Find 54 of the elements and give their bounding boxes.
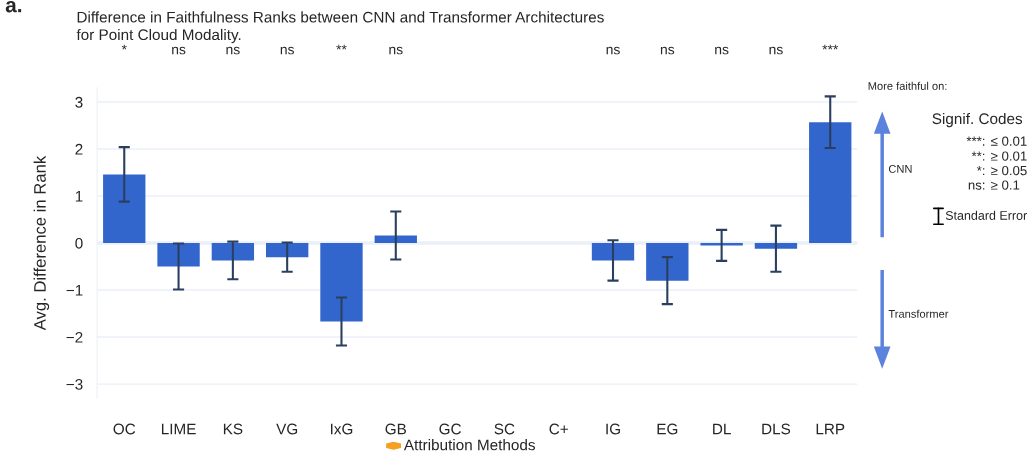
text: a. (5, 0, 22, 13)
y-tick-label: 3 (75, 96, 83, 108)
x-tick-label: EG (657, 423, 678, 435)
x-tick-label: C+ (549, 423, 568, 435)
x-tick-label: LRP (816, 423, 845, 435)
y-tick-label: 2 (75, 143, 83, 155)
x-tick-label: VG (276, 423, 298, 435)
text: * (121, 44, 127, 50)
text: ns (172, 46, 186, 55)
bar (754, 243, 798, 249)
bar (809, 122, 852, 244)
y-tick-label: 0 (75, 237, 83, 249)
chart-title: Difference in Faithfulness Ranks between CNN and Transformer Architectures for Point Cloud Modality. (76, 11, 604, 44)
text: Signif. Codes (932, 112, 1023, 128)
text: ns: ≥ 0.1 (968, 180, 1020, 190)
text: ***: ≤ 0.01 (966, 136, 1027, 146)
x-tick-label: SC (494, 423, 515, 435)
y-axis-title: Avg. Difference in Rank (33, 155, 50, 331)
text: CNN (888, 164, 912, 173)
text: More faithful on: (868, 81, 947, 90)
bar (646, 243, 689, 281)
bar (211, 243, 255, 261)
text: ns (226, 46, 240, 55)
x-tick-label: OC (113, 423, 136, 435)
text: *** (822, 44, 839, 50)
x-tick-label: IxG (331, 423, 353, 435)
text: ns (389, 46, 403, 55)
text: ns (769, 46, 783, 55)
bar (103, 174, 146, 244)
x-tick-label: IG (606, 423, 620, 435)
text: ns (660, 46, 675, 55)
text: ** (336, 44, 347, 50)
x-tick-label: LIME (161, 423, 196, 435)
bar (320, 243, 363, 322)
x-tick-label: GC (439, 423, 461, 435)
bar (157, 243, 200, 267)
x-tick-label: GB (385, 423, 407, 435)
text: ns (606, 46, 620, 55)
text: Transformer (888, 309, 949, 318)
y-tick-label: 1 (75, 191, 83, 202)
bar (591, 243, 635, 261)
x-tick-label: KS (223, 423, 243, 435)
y-tick-label: −2 (66, 331, 83, 343)
y-tick-label: −3 (66, 378, 83, 390)
text: Attribution Methods (403, 439, 535, 451)
text: ns (715, 46, 729, 55)
text: Standard Error (945, 210, 1027, 220)
x-tick-label: DLS (762, 423, 791, 435)
text: **: ≥ 0.01 (971, 151, 1027, 161)
y-tick-label: −1 (66, 285, 83, 296)
x-tick-label: DL (713, 423, 731, 435)
text: *: ≥ 0.05 (976, 165, 1027, 176)
bar (265, 243, 309, 258)
text: ns (280, 46, 295, 55)
